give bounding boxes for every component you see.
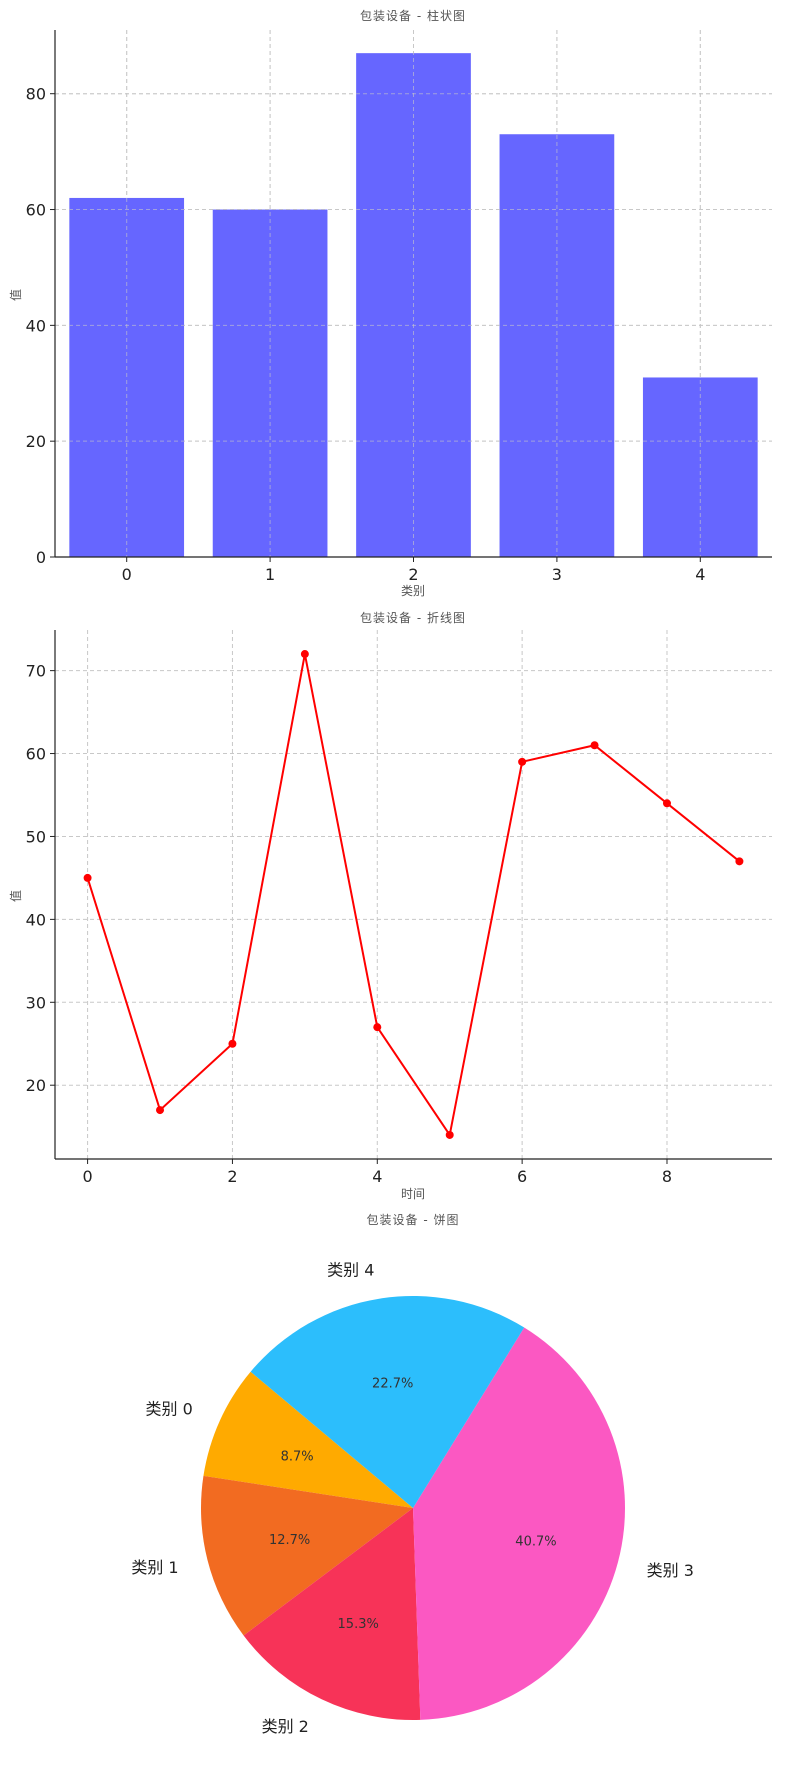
pie-slice [203,1371,413,1508]
line-chart: 包装设备 - 折线图 20 30 40 50 60 70 0 2 4 6 8 时间 值 [8,610,772,1201]
line-point [373,1023,382,1032]
bar [69,197,185,557]
pie-slice-percent: 8.7% [281,1450,314,1465]
line-point [83,873,92,882]
line-point [518,757,527,766]
bar-y-tick-label: 20 [26,432,46,451]
line-x-tick-label: 6 [517,1167,527,1186]
line-x-axis-label: 时间 [401,1187,425,1201]
bar-x-tick-label: 4 [695,565,705,584]
bar-y-axis-label: 值 [8,289,23,301]
line-point [590,741,599,750]
pie-chart-title: 包装设备 - 饼图 [367,1213,460,1227]
bar-y-tick-label: 60 [26,201,46,220]
bar-x-axis-label: 类别 [401,584,425,598]
pie-slice-label: 类别 1 [131,1558,178,1577]
line-x-tick-label: 8 [662,1167,672,1186]
pie-chart: 包装设备 - 饼图 8.7% 12.7% 15.3% 40.7% 22.7% 类别 0 类… [131,1213,694,1736]
line-y-tick-label: 50 [26,827,46,846]
bar-y-tick-label: 80 [26,85,46,104]
line-chart-title: 包装设备 - 折线图 [360,610,466,625]
line-point [735,857,744,866]
pie-slice-percent: 12.7% [269,1533,310,1548]
pie-slice-label: 类别 0 [146,1399,193,1418]
line-point [300,650,309,659]
pie-slice [201,1475,413,1636]
pie-slice-percent: 15.3% [338,1617,379,1632]
bar-y-tick-label: 0 [36,548,46,567]
line-y-tick-label: 30 [26,993,46,1012]
line-x-tick-label: 2 [227,1167,237,1186]
line-series-path [86,653,741,1138]
bar-x-tick-label: 2 [408,565,418,584]
pie-slice-percent: 22.7% [372,1376,413,1391]
line-y-axis-label: 值 [8,890,23,902]
line-y-tick-label: 70 [26,662,46,681]
line-y-tick-label: 60 [26,745,46,764]
bar-y-tick-label: 40 [26,316,46,335]
pie-slice-label: 类别 3 [647,1561,694,1580]
line-x-tick-label: 4 [372,1167,382,1186]
line-y-tick-label: 20 [26,1076,46,1095]
bar-x-tick-label: 3 [552,565,562,584]
pie-slice-label: 类别 2 [262,1717,309,1736]
pie-slice-percent: 40.7% [515,1535,556,1550]
bar-x-tick-label: 1 [265,565,275,584]
line-y-tick-label: 40 [26,910,46,929]
bar-chart-title: 包装设备 - 柱状图 [360,8,466,23]
bar-x-tick-label: 0 [122,565,132,584]
pie-slice [413,1327,625,1720]
line-point [662,799,671,808]
pie-slice-label: 类别 4 [327,1260,374,1279]
line-point [228,1039,237,1048]
line-x-tick-label: 0 [82,1167,92,1186]
pie-slice [250,1296,525,1508]
line-point [156,1106,165,1115]
pie-slice [243,1508,421,1720]
bar-chart: 包装设备 - 柱状图 0 20 40 60 80 0 1 2 3 4 类别 值 [8,8,772,598]
line-point [445,1130,454,1139]
